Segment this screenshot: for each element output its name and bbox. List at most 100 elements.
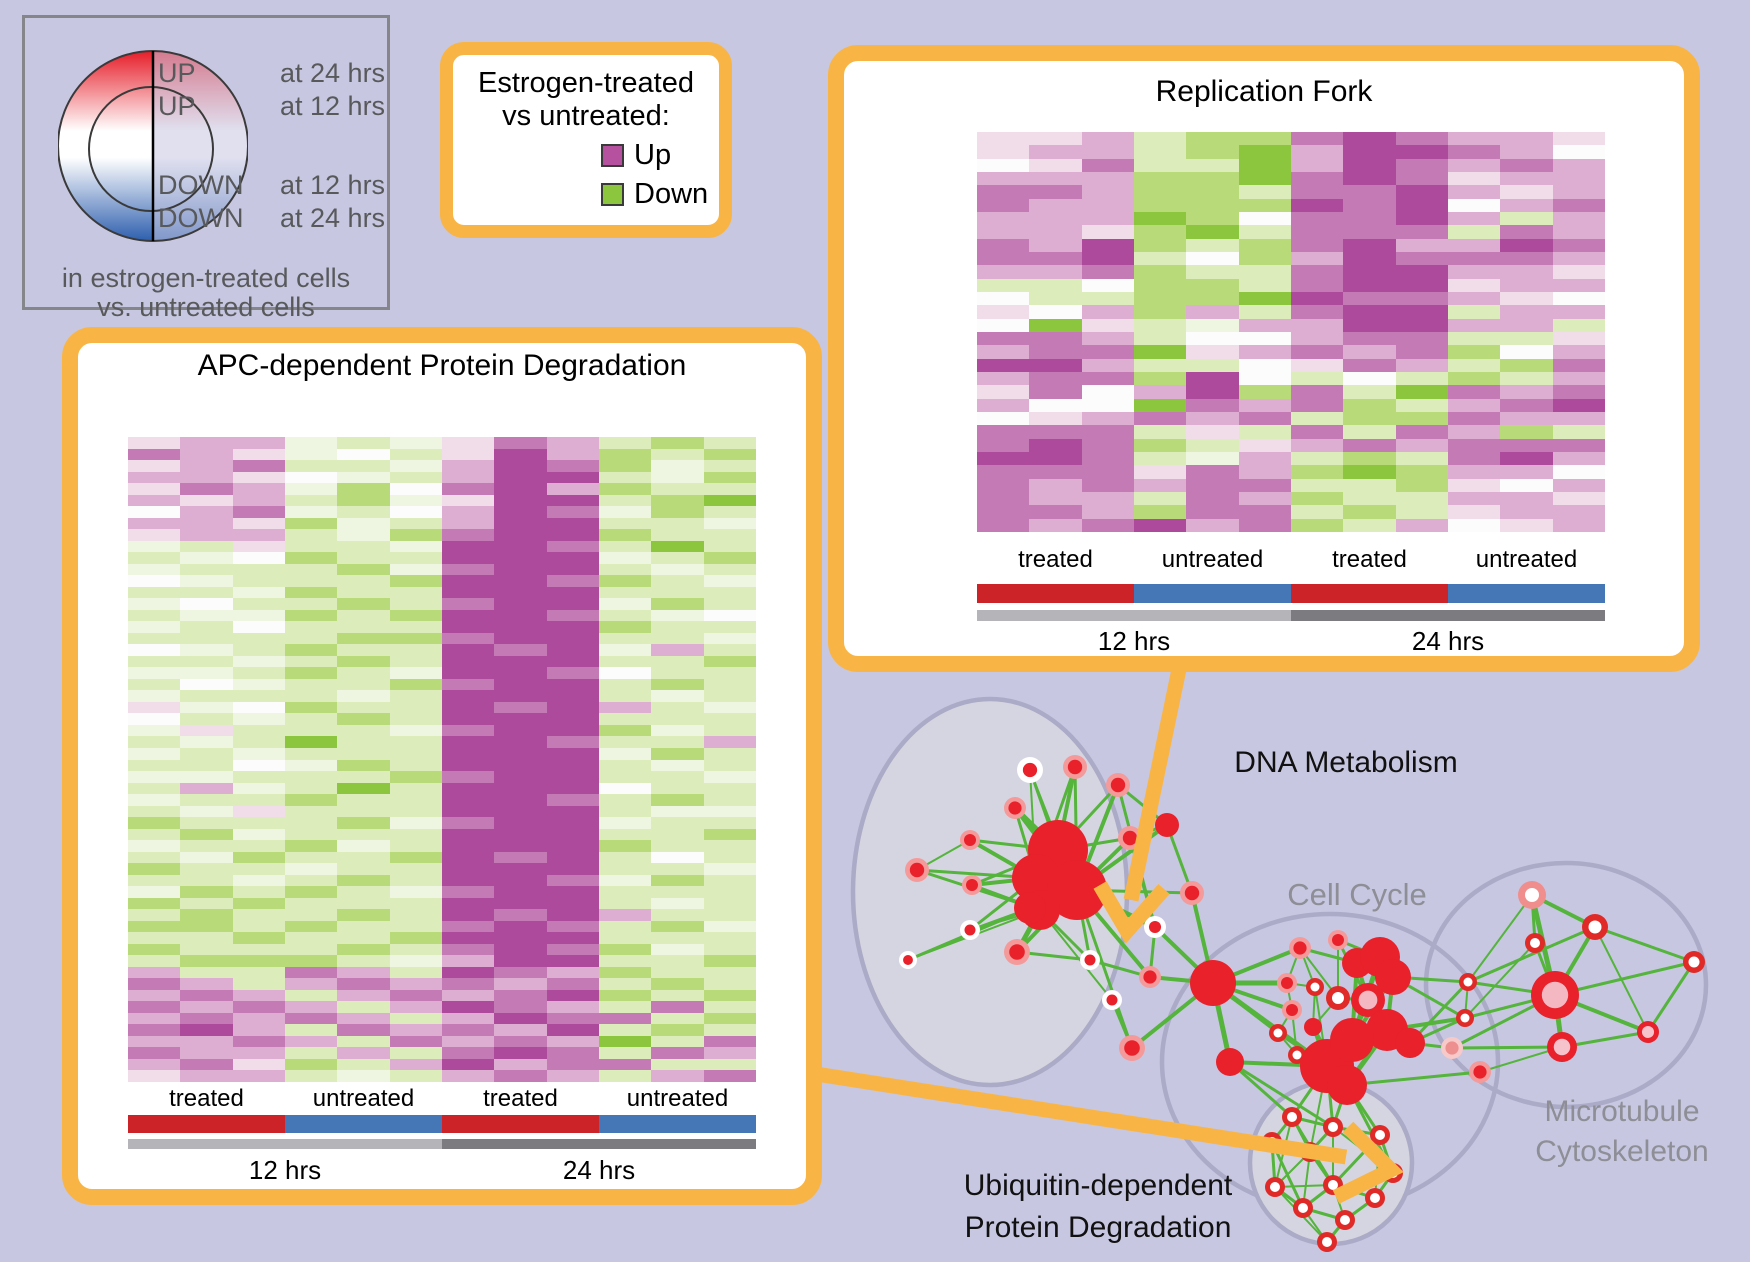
heatmap-cell — [977, 211, 1030, 226]
heatmap-cell — [1552, 198, 1605, 212]
heatmap-cell — [1238, 251, 1291, 266]
heatmap-cell — [180, 805, 233, 818]
heatmap-cell — [651, 701, 704, 714]
heatmap-cell — [232, 667, 285, 679]
apc-group-label-4: untreated — [626, 1085, 729, 1112]
heatmap-cell — [441, 655, 495, 668]
network-node-core — [1332, 992, 1344, 1004]
heatmap-cell — [546, 747, 599, 760]
heatmap-cell — [232, 552, 285, 564]
heatmap-cell — [441, 989, 495, 1002]
heatmap-cell — [1447, 411, 1501, 426]
heatmap-cell — [1133, 305, 1187, 319]
heatmap-cell — [1133, 265, 1187, 279]
heatmap-cell — [1238, 438, 1291, 452]
heatmap-cell — [337, 886, 390, 898]
heatmap-cell — [232, 575, 285, 587]
heatmap-cell — [1081, 225, 1134, 239]
heatmap-cell — [598, 667, 652, 679]
heatmap-cell — [1343, 411, 1396, 426]
heatmap-cell — [977, 265, 1030, 279]
heatmap-cell — [1238, 358, 1291, 372]
heatmap-cell — [703, 828, 756, 841]
heatmap-cell — [441, 759, 495, 772]
heatmap-cell — [1081, 211, 1134, 226]
heatmap-cell — [441, 771, 495, 783]
heatmap-cell — [337, 851, 390, 864]
heatmap-cell — [1238, 225, 1291, 239]
heatmap-cell — [598, 1012, 652, 1025]
heatmap-cell — [494, 828, 547, 841]
heatmap-cell — [284, 817, 338, 829]
heatmap-cell — [389, 448, 442, 461]
heatmap-cell — [1395, 331, 1448, 346]
heatmap-cell — [180, 563, 233, 576]
heatmap-cell — [284, 897, 338, 910]
heatmap-cell — [1500, 211, 1553, 226]
network-node-core — [1287, 1112, 1297, 1122]
heatmap-cell — [128, 920, 181, 933]
heatmap-cell — [232, 655, 285, 668]
heatmap-cell — [977, 491, 1030, 506]
heatmap-cell — [128, 448, 181, 461]
heatmap-cell — [441, 874, 495, 887]
heatmap-cell — [1552, 491, 1605, 506]
heatmap-cell — [1081, 451, 1134, 466]
heatmap-cell — [1029, 318, 1082, 332]
heatmap-cell — [1081, 371, 1134, 386]
heatmap-cell — [128, 794, 181, 806]
heatmap-cell — [1500, 158, 1553, 172]
heatmap-cell — [598, 724, 652, 737]
heatmap-cell — [232, 794, 285, 806]
heatmap-cell — [1552, 398, 1605, 412]
heatmap-cell — [389, 483, 442, 495]
heatmap-cell — [977, 465, 1030, 479]
heatmap-cell — [1238, 185, 1291, 199]
heatmap-cell — [651, 943, 704, 956]
heatmap-cell — [598, 932, 652, 944]
heatmap-cell — [651, 609, 704, 622]
heatmap-cell — [337, 966, 390, 979]
heatmap-cell — [598, 517, 652, 530]
network-node-core — [1328, 1122, 1338, 1132]
heatmap-cell — [703, 782, 756, 795]
network-node-core — [1641, 1025, 1655, 1039]
heatmap-cell — [494, 529, 547, 541]
heatmap-cell — [1500, 398, 1553, 412]
network-node-core — [1473, 1065, 1487, 1079]
heatmap-cell — [1081, 318, 1134, 332]
heatmap-cell — [389, 817, 442, 829]
heatmap-cell — [284, 471, 338, 484]
heatmap-cell — [1290, 425, 1344, 439]
heatmap-cell — [546, 817, 599, 829]
heatmap-cell — [494, 805, 547, 818]
heatmap-cell — [232, 736, 285, 748]
ubiquitin-label-line2: Protein Degradation — [964, 1211, 1232, 1244]
heatmap-cell — [128, 1001, 181, 1013]
heatmap-cell — [1081, 358, 1134, 372]
heatmap-cell — [494, 586, 547, 599]
heatmap-cell — [977, 318, 1030, 332]
heatmap-cell — [441, 932, 495, 944]
heatmap-cell — [337, 506, 390, 518]
rf-24hr-label: 24 hrs — [1411, 626, 1485, 656]
heatmap-cell — [1290, 438, 1344, 452]
down-24-time: at 24 hrs — [280, 203, 386, 233]
heatmap-cell — [180, 817, 233, 829]
heatmap-cell — [232, 460, 285, 472]
heatmap-cell — [441, 437, 495, 449]
heatmap-cell — [389, 575, 442, 587]
heatmap-cell — [180, 736, 233, 748]
heatmap-cell — [180, 690, 233, 702]
heatmap-cell — [389, 621, 442, 633]
heatmap-cell — [284, 586, 338, 599]
heatmap-cell — [389, 713, 442, 725]
heatmap-cell — [546, 897, 599, 910]
network-edge — [1229, 1060, 1334, 1129]
heatmap-cell — [1133, 225, 1187, 239]
network-node-core — [1022, 762, 1038, 778]
heatmap-cell — [128, 932, 181, 944]
heatmap-cell — [1395, 371, 1448, 386]
rf-untreated-bar-1 — [1134, 584, 1291, 603]
heatmap-cell — [1081, 518, 1134, 532]
